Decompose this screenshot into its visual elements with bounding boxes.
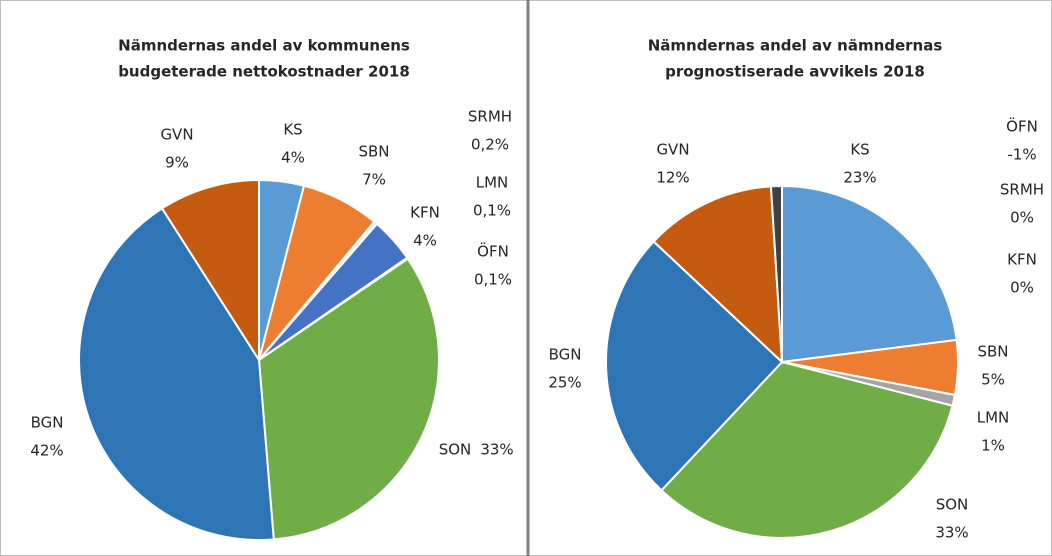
slice-label: SON xyxy=(936,496,969,514)
slice-label: SBN xyxy=(358,143,389,161)
pie-slice xyxy=(781,184,958,364)
slice-label: SBN xyxy=(977,343,1008,361)
pie-slice xyxy=(160,178,260,364)
value-label: 9% xyxy=(165,154,189,172)
pie-slice xyxy=(257,257,440,541)
pie-slice xyxy=(605,240,784,492)
pie-slice xyxy=(78,206,275,541)
value-label: 33% xyxy=(935,524,968,542)
slice-label: SRMH xyxy=(468,108,512,126)
slice-label: SON xyxy=(439,441,472,459)
slice-label: KFN xyxy=(410,204,440,222)
value-label: 7% xyxy=(362,171,386,189)
value-label: 25% xyxy=(548,374,581,392)
slice-label: KS xyxy=(283,121,302,139)
chart-title: Nämndernas andel av nämndernas xyxy=(648,37,943,55)
value-label: 0,1% xyxy=(473,202,511,220)
slice-label: LMN xyxy=(977,409,1010,427)
slice-label: ÖFN xyxy=(477,242,509,261)
slice-label: KFN xyxy=(1007,251,1037,269)
value-label: 42% xyxy=(30,442,63,460)
chart-title: Nämndernas andel av kommunens xyxy=(118,37,410,55)
slice-label: LMN xyxy=(476,174,509,192)
value-label: 12% xyxy=(656,169,689,187)
value-label: -1% xyxy=(1007,146,1036,164)
chart-title: prognostiserade avvikels 2018 xyxy=(665,63,925,81)
value-label: 4% xyxy=(413,232,437,250)
slice-label: BGN xyxy=(549,346,582,364)
value-label: 0,2% xyxy=(471,136,509,154)
value-label: 1% xyxy=(981,437,1005,455)
value-label: 0% xyxy=(1010,279,1034,297)
slice-label: SRMH xyxy=(1000,181,1044,199)
value-label: 0% xyxy=(1010,209,1034,227)
value-label: 23% xyxy=(843,169,876,187)
value-label: 33% xyxy=(480,441,513,459)
chart-title: budgeterade nettokostnader 2018 xyxy=(118,63,410,81)
value-label: 0,1% xyxy=(474,271,512,289)
slice-label: BGN xyxy=(31,414,64,432)
slice-label: GVN xyxy=(160,126,193,144)
slice-label: GVN xyxy=(656,141,689,159)
value-label: 5% xyxy=(981,371,1005,389)
value-label: 4% xyxy=(281,149,305,167)
slice-label: ÖFN xyxy=(1006,117,1038,136)
pie-slice xyxy=(652,185,784,365)
pie-slice xyxy=(660,360,954,539)
slice-label: KS xyxy=(850,141,869,159)
